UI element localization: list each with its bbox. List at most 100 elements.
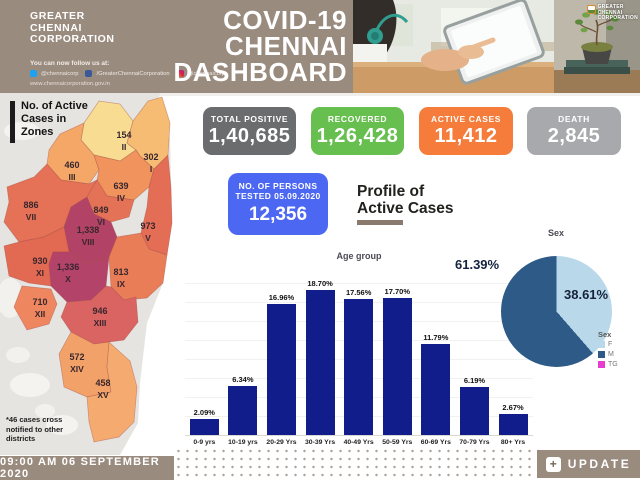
tested-value: 12,356	[248, 204, 308, 225]
zone-label-XI: 930 XI	[32, 256, 48, 278]
legend-swatch-f	[598, 341, 605, 348]
bar-column: 16.96%	[262, 293, 301, 435]
pie-legend: Sex F M TG	[598, 330, 618, 371]
doctor-tablet-photo	[353, 0, 554, 93]
stat-value: 2,845	[547, 125, 601, 147]
bar-value-label: 6.19%	[463, 376, 486, 386]
bar-category-label: 80+ Yrs	[500, 439, 526, 446]
org-name: GREATER CHENNAI CORPORATION	[30, 10, 115, 46]
stat-value: 1,26,428	[316, 125, 399, 147]
twitter-handle[interactable]: @chennaicorp	[41, 70, 79, 77]
gcc-logo-text: GREATER CHENNAI CORPORATION	[597, 4, 638, 22]
recovered-card: RECOVERED 1,26,428	[311, 107, 404, 155]
zone-label-XV: 458 XV	[95, 378, 111, 400]
title-line: DASHBOARD	[173, 57, 347, 87]
header: GREATER CHENNAI CORPORATION You can now …	[0, 0, 640, 93]
profile-heading: Profile of Active Cases	[357, 183, 454, 217]
facebook-icon[interactable]	[85, 70, 93, 77]
org-line: CHENNAI	[30, 21, 83, 34]
zone-label-VII: 886 VII	[23, 200, 39, 222]
header-divider	[0, 93, 640, 96]
title-line: COVID-19	[223, 5, 347, 35]
bar-column: 18.70%	[301, 279, 340, 435]
zone-label-V: 973 V	[140, 221, 156, 243]
legend-title: Sex	[598, 330, 612, 339]
zone-label-X: 1,336 X	[56, 262, 80, 284]
profile-heading-line: Profile of	[357, 183, 425, 200]
zone-label-III: 460 III	[64, 160, 80, 182]
bar-column: 17.56%	[339, 288, 378, 435]
stat-label: RECOVERED	[327, 114, 388, 124]
zone-label-VI: 849 VI	[93, 205, 109, 227]
bar-category-label: 40-49 Yrs	[343, 439, 374, 446]
zone-label-VIII: 1,338 VIII	[76, 225, 100, 247]
zone-label-I: 302 I	[143, 152, 159, 174]
follow-us-text: You can now follow us at:	[30, 60, 110, 67]
title-line: CHENNAI	[225, 31, 347, 61]
plus-icon: +	[545, 456, 561, 472]
social-links: @chennaicorp /GreaterChennaiCorporation …	[30, 70, 228, 77]
website-url[interactable]: www.chennaicorporation.gov.in	[30, 81, 110, 87]
bar-column: 11.79%	[417, 333, 456, 435]
cross-notified-note: *46 cases cross notified to other distri…	[6, 415, 64, 443]
pie-male-label: 61.39%	[455, 257, 500, 272]
plant-photo: GREATER CHENNAI CORPORATION	[554, 0, 640, 93]
sex-pie	[501, 256, 612, 367]
zone-label-IV: 639 IV	[113, 181, 129, 203]
bar	[189, 418, 219, 435]
stat-value: 11,412	[434, 125, 498, 147]
bar	[498, 414, 528, 435]
chennai-zone-map-svg	[0, 93, 173, 455]
legend-item-f: F	[598, 341, 618, 348]
stat-label: TOTAL POSITIVE	[210, 114, 289, 124]
legend-item-tg: TG	[598, 361, 618, 368]
bar-column: 6.19%	[455, 376, 494, 435]
bar	[344, 298, 374, 435]
age-group-chart: Age group 2.09% 6.34% 16.96% 18.70% 17.56% 17…	[185, 251, 533, 446]
bar-category-label: 20-29 Yrs	[266, 439, 297, 446]
bar-value-label: 17.70%	[384, 286, 410, 296]
gcc-logo-icon	[586, 5, 596, 14]
legend-swatch-m	[598, 351, 605, 358]
bar	[305, 290, 335, 435]
instagram-icon[interactable]	[176, 70, 184, 77]
death-card: DEATH 2,845	[527, 107, 621, 155]
map-heading-bar	[10, 101, 15, 143]
tested-date-label: TESTED 05.09.2020	[235, 191, 321, 201]
pie-female-label: 38.61%	[564, 287, 609, 302]
zone-label-XIV: 572 XIV	[69, 352, 85, 374]
instagram-handle[interactable]: @chennaicorp	[187, 70, 226, 77]
bar	[228, 385, 258, 435]
profile-heading-line: Active Cases	[357, 200, 454, 217]
total-positive-card: TOTAL POSITIVE 1,40,685	[203, 107, 296, 155]
bar-column: 6.34%	[224, 375, 263, 435]
legend-item-m: M	[598, 351, 618, 358]
bar-category-label: 70-79 Yrs	[459, 439, 490, 446]
bar	[266, 303, 296, 435]
zone-label-XII: 710 XII	[32, 297, 48, 319]
bar-value-label: 18.70%	[307, 279, 333, 289]
header-banner: GREATER CHENNAI CORPORATION You can now …	[0, 0, 353, 93]
bar-category-label: 10-19 yrs	[228, 439, 258, 446]
zone-map: No. of Active Cases in Zones 302 I 154 II …	[0, 93, 190, 455]
update-button[interactable]: + UPDATE	[537, 450, 640, 478]
active-cases-card: ACTIVE CASES 11,412	[419, 107, 513, 155]
facebook-handle[interactable]: /GreaterChennaiCorporation	[96, 70, 170, 77]
bar-value-label: 16.96%	[268, 292, 295, 302]
org-line: GREATER	[30, 10, 85, 22]
map-heading: No. of Active Cases in Zones	[21, 100, 88, 138]
tested-card: NO. OF PERSONS TESTED 05.09.2020 12,356	[228, 173, 328, 235]
profile-heading-underline	[357, 220, 403, 225]
stat-label: ACTIVE CASES	[430, 114, 502, 124]
stat-label: DEATH	[558, 114, 590, 124]
plant-illustration	[554, 0, 640, 93]
bar	[382, 297, 412, 435]
age-chart-title: Age group	[336, 251, 382, 261]
zone-label-II: 154 II	[116, 130, 132, 152]
pie-chart-title: Sex	[547, 228, 564, 238]
age-chart-bars: 2.09% 6.34% 16.96% 18.70% 17.56% 17.70% 11.79%…	[185, 271, 533, 436]
legend-swatch-tg	[598, 361, 605, 368]
dotted-pattern	[174, 447, 542, 480]
bar-category-label: 0-9 yrs	[193, 439, 216, 446]
twitter-icon[interactable]	[30, 70, 37, 77]
